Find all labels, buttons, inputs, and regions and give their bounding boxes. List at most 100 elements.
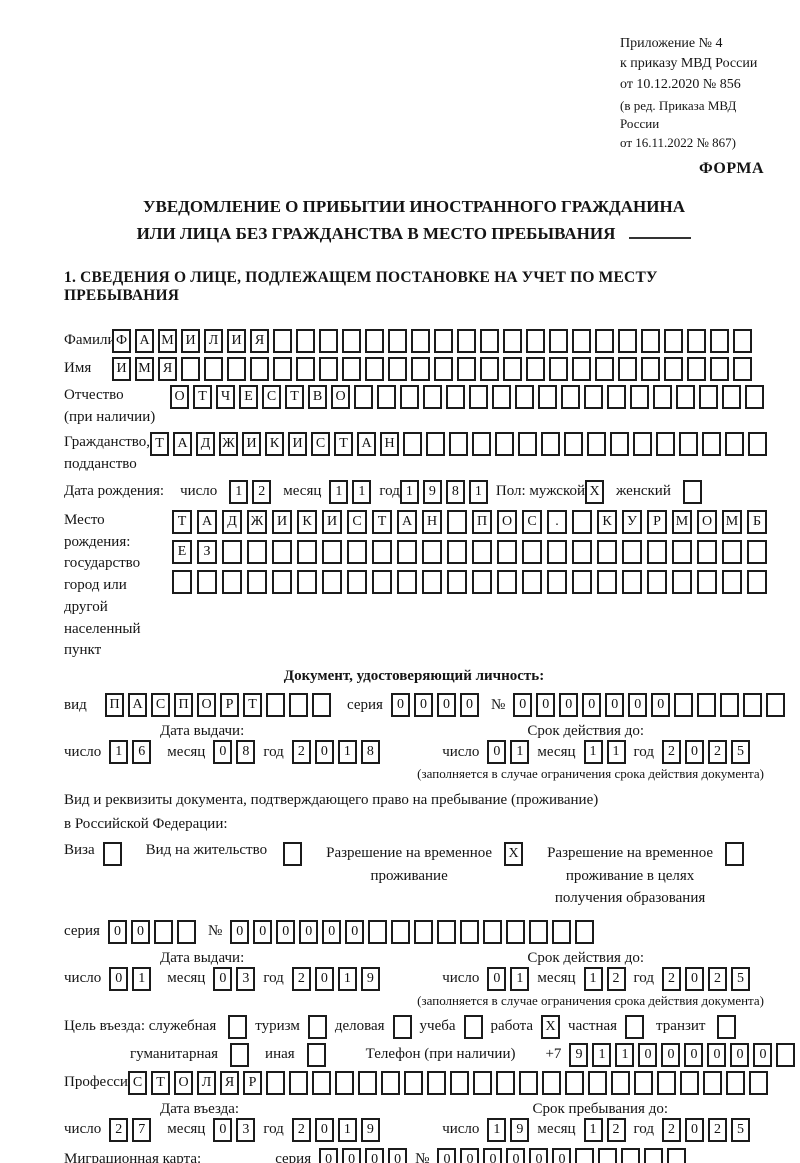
char-cell[interactable] <box>618 356 637 381</box>
char-cell[interactable]: Б <box>747 509 767 534</box>
char-cell[interactable]: 0 <box>107 919 127 944</box>
char-cell[interactable] <box>297 539 317 564</box>
char-cell[interactable]: 1 <box>487 1117 507 1142</box>
char-cell[interactable] <box>450 1070 469 1095</box>
char-cell[interactable] <box>743 693 763 718</box>
char-cell[interactable]: 8 <box>360 740 380 765</box>
char-cell[interactable]: Т <box>243 693 262 718</box>
char-cell[interactable] <box>197 569 217 594</box>
char-cell[interactable] <box>469 384 488 409</box>
char-cell[interactable] <box>503 328 522 353</box>
char-cell[interactable] <box>403 432 422 457</box>
char-cell[interactable]: И <box>242 432 261 457</box>
char-cell[interactable]: 0 <box>213 966 233 991</box>
char-cell[interactable]: 1 <box>337 966 357 991</box>
char-cell[interactable]: И <box>272 509 292 534</box>
char-cell[interactable] <box>547 539 567 564</box>
char-cell[interactable] <box>247 569 267 594</box>
char-cell[interactable]: О <box>170 384 189 409</box>
char-cell[interactable] <box>222 569 242 594</box>
char-cell[interactable] <box>597 569 617 594</box>
char-cell[interactable] <box>497 539 517 564</box>
char-cell[interactable]: Л <box>197 1070 216 1095</box>
char-cell[interactable]: 0 <box>730 1042 750 1067</box>
char-cell[interactable]: 2 <box>708 740 727 765</box>
char-cell[interactable] <box>575 1147 595 1163</box>
char-cell[interactable] <box>552 919 572 944</box>
char-cell[interactable]: Р <box>243 1070 262 1095</box>
char-cell[interactable]: 1 <box>606 740 626 765</box>
char-cell[interactable] <box>733 356 752 381</box>
char-cell[interactable] <box>400 384 419 409</box>
char-cell[interactable]: 1 <box>615 1042 635 1067</box>
char-cell[interactable]: 9 <box>360 966 380 991</box>
char-cell[interactable] <box>710 356 729 381</box>
char-cell[interactable] <box>204 356 223 381</box>
char-cell[interactable] <box>565 1070 584 1095</box>
char-cell[interactable] <box>538 384 557 409</box>
char-cell[interactable]: 1 <box>510 740 530 765</box>
char-cell[interactable]: 1 <box>329 479 349 504</box>
char-cell[interactable] <box>584 384 603 409</box>
char-cell[interactable]: А <box>128 693 147 718</box>
char-cell[interactable]: 2 <box>252 479 272 504</box>
char-cell[interactable] <box>397 569 417 594</box>
char-cell[interactable]: О <box>174 1070 193 1095</box>
char-cell[interactable]: . <box>547 509 567 534</box>
char-cell[interactable] <box>676 384 695 409</box>
char-cell[interactable] <box>702 432 721 457</box>
char-cell[interactable]: М <box>158 328 177 353</box>
char-cell[interactable]: 2 <box>291 740 311 765</box>
char-cell[interactable] <box>296 328 315 353</box>
char-cell[interactable] <box>749 1070 768 1095</box>
char-cell[interactable] <box>518 432 537 457</box>
char-cell[interactable] <box>319 356 338 381</box>
char-cell[interactable]: 8 <box>236 740 256 765</box>
char-cell[interactable]: 0 <box>299 919 319 944</box>
char-cell[interactable] <box>725 842 745 867</box>
char-cell[interactable]: 0 <box>459 693 479 718</box>
char-cell[interactable] <box>446 384 465 409</box>
char-cell[interactable]: Т <box>372 509 392 534</box>
char-cell[interactable] <box>747 539 767 564</box>
char-cell[interactable]: 5 <box>731 966 750 991</box>
char-cell[interactable] <box>611 1070 630 1095</box>
char-cell[interactable]: Ж <box>247 509 267 534</box>
char-cell[interactable]: 0 <box>651 693 671 718</box>
char-cell[interactable]: 2 <box>291 966 311 991</box>
char-cell[interactable] <box>414 919 434 944</box>
char-cell[interactable] <box>411 328 430 353</box>
char-cell[interactable] <box>526 328 545 353</box>
char-cell[interactable]: 1 <box>337 740 357 765</box>
char-cell[interactable]: 0 <box>661 1042 681 1067</box>
char-cell[interactable] <box>542 1070 561 1095</box>
char-cell[interactable] <box>463 1014 483 1039</box>
char-cell[interactable]: 9 <box>569 1042 589 1067</box>
char-cell[interactable] <box>522 569 542 594</box>
char-cell[interactable]: 0 <box>253 919 273 944</box>
char-cell[interactable] <box>472 432 491 457</box>
char-cell[interactable] <box>296 356 315 381</box>
char-cell[interactable]: В <box>308 384 327 409</box>
char-cell[interactable] <box>289 693 308 718</box>
char-cell[interactable]: 0 <box>314 966 334 991</box>
char-cell[interactable]: 0 <box>529 1147 549 1163</box>
char-cell[interactable] <box>667 1147 687 1163</box>
char-cell[interactable]: М <box>722 509 742 534</box>
char-cell[interactable]: М <box>135 356 154 381</box>
char-cell[interactable]: А <box>173 432 192 457</box>
char-cell[interactable]: 0 <box>685 1117 704 1142</box>
char-cell[interactable] <box>630 384 649 409</box>
char-cell[interactable]: 0 <box>487 966 507 991</box>
char-cell[interactable]: 0 <box>109 966 129 991</box>
char-cell[interactable] <box>457 356 476 381</box>
char-cell[interactable]: К <box>297 509 317 534</box>
char-cell[interactable]: 0 <box>628 693 648 718</box>
char-cell[interactable] <box>335 1070 354 1095</box>
char-cell[interactable]: 0 <box>213 740 233 765</box>
char-cell[interactable] <box>273 328 292 353</box>
char-cell[interactable] <box>460 919 480 944</box>
char-cell[interactable]: X <box>585 479 605 504</box>
char-cell[interactable]: 2 <box>606 966 626 991</box>
char-cell[interactable] <box>273 356 292 381</box>
